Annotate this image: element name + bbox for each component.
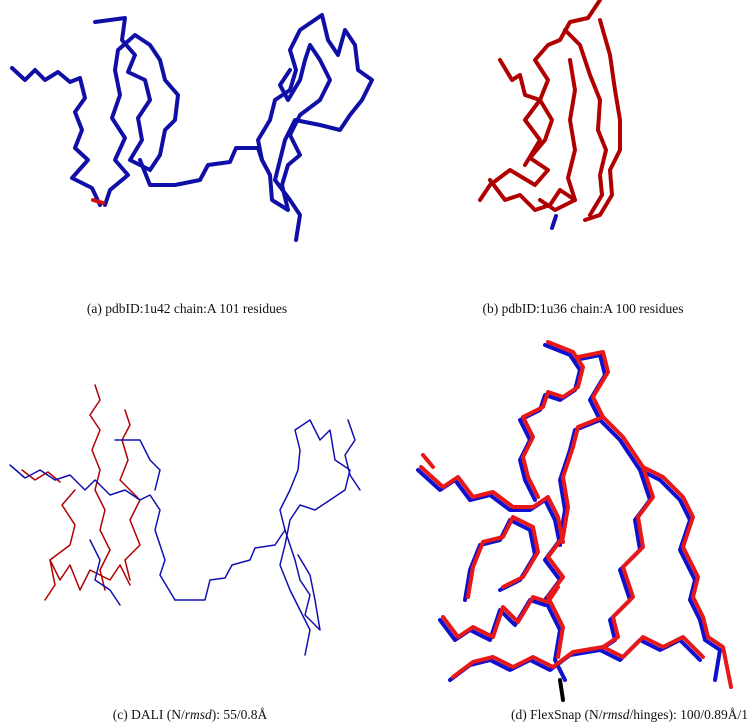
caption: (b) pdbID:1u36 chain:A 100 residues	[483, 301, 684, 316]
figure: (a) pdbID:1u42 chain:A 101 residues (b) …	[0, 0, 752, 726]
caption: (c) DALI (N/rmsd): 55/0.8Å	[113, 707, 268, 722]
caption-text: ): 55/0.8Å	[212, 707, 268, 722]
caption: (d) FlexSnap (N/rmsd/hinges): 100/0.89Å/…	[511, 707, 748, 722]
structure-a	[12, 15, 372, 240]
caption-text: (b) pdbID:1u36 chain:A 100 residues	[483, 301, 684, 316]
caption-text: (d) FlexSnap (N/	[511, 707, 603, 722]
caption-text: /hinges): 100/0.89Å/1	[630, 707, 749, 722]
structure-c	[10, 385, 360, 655]
caption-text: rmsd	[185, 707, 212, 722]
structure-b	[480, 0, 620, 228]
structure-d	[418, 342, 731, 700]
caption-text: (c) DALI (N/	[113, 707, 185, 722]
caption-text: (a) pdbID:1u42 chain:A 101 residues	[87, 301, 287, 316]
caption-text: rmsd	[602, 707, 629, 722]
caption: (a) pdbID:1u42 chain:A 101 residues	[87, 301, 287, 316]
